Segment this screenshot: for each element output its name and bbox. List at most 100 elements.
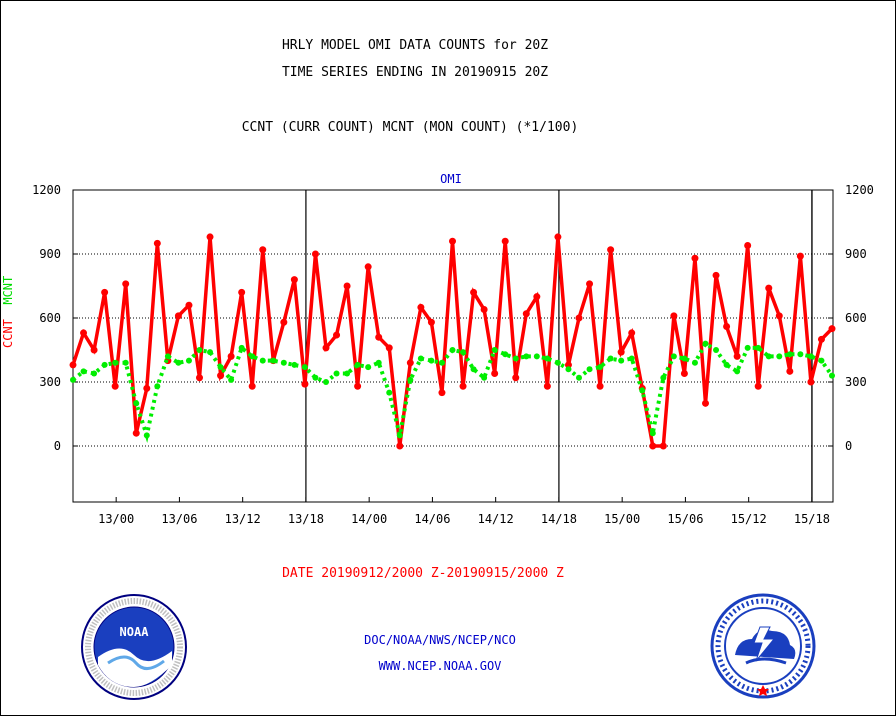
ccnt-data-point	[90, 346, 98, 354]
ccnt-data-point	[807, 378, 815, 386]
mcnt-data-point	[238, 344, 245, 351]
mcnt-data-point	[628, 355, 635, 362]
mcnt-data-point	[249, 353, 256, 360]
ccnt-data-point	[290, 276, 298, 284]
x-tick-label: 13/00	[98, 512, 134, 526]
mcnt-data-point	[143, 432, 150, 439]
ccnt-data-point	[607, 246, 615, 254]
ccnt-data-point	[828, 325, 836, 333]
mcnt-data-point	[554, 359, 561, 366]
ccnt-data-point	[449, 237, 456, 245]
mcnt-data-point	[417, 355, 424, 362]
mcnt-data-point	[449, 347, 456, 353]
x-tick-label: 13/06	[161, 512, 197, 526]
mcnt-data-point	[386, 389, 393, 396]
x-tick-label: 14/12	[478, 512, 514, 526]
mcnt-data-point	[481, 374, 488, 381]
ccnt-data-point	[248, 382, 256, 390]
ccnt-data-point	[459, 382, 467, 390]
ccnt-data-point	[786, 367, 794, 375]
ccnt-data-point	[396, 442, 404, 450]
footer-url[interactable]: WWW.NCEP.NOAA.GOV	[378, 659, 502, 673]
ccnt-data-point	[659, 442, 667, 450]
ccnt-data-point	[712, 271, 720, 279]
y-tick-label-right: 600	[845, 311, 867, 325]
mcnt-data-point	[670, 353, 677, 360]
x-tick-label: 15/06	[667, 512, 703, 526]
ccnt-data-point	[322, 344, 330, 352]
ccnt-data-point	[670, 312, 678, 320]
ccnt-data-point	[586, 280, 594, 288]
mcnt-data-point	[744, 344, 751, 351]
mcnt-data-point	[797, 351, 804, 358]
mcnt-data-point	[312, 374, 319, 381]
x-tick-label: 14/00	[351, 512, 387, 526]
mcnt-data-point	[776, 353, 783, 360]
mcnt-data-point	[491, 347, 498, 353]
ccnt-data-point	[364, 263, 372, 271]
mcnt-data-point	[660, 374, 667, 381]
ccnt-data-point	[111, 382, 119, 390]
mcnt-data-point	[217, 364, 224, 371]
ccnt-data-point	[174, 312, 182, 320]
ccnt-data-point	[512, 374, 520, 382]
mcnt-data-point	[175, 359, 182, 366]
ccnt-data-point	[185, 301, 193, 309]
ccnt-data-point	[438, 389, 446, 397]
series-layer	[69, 233, 836, 450]
mcnt-data-point	[470, 366, 477, 373]
mcnt-data-point	[438, 359, 445, 366]
axis-layer: 0 0 300 300 600 600 900 900 1200 1200 13/00 13/06 13…	[32, 183, 874, 526]
ccnt-data-point	[702, 399, 709, 407]
ccnt-data-point	[311, 250, 319, 258]
ccnt-data-point	[754, 382, 762, 390]
ccnt-data-point	[385, 344, 393, 352]
mcnt-data-point	[639, 387, 646, 394]
mcnt-data-point	[829, 372, 835, 379]
mcnt-series-line	[71, 340, 834, 443]
ccnt-data-point	[796, 252, 804, 260]
mcnt-data-point	[344, 370, 351, 377]
ccnt-data-point	[522, 310, 530, 318]
x-tick-label: 15/18	[794, 512, 830, 526]
ccnt-data-point	[733, 352, 741, 360]
date-range-label: DATE 20190912/2000 Z-20190915/2000 Z	[282, 566, 564, 581]
ccnt-data-point	[723, 323, 731, 331]
mcnt-data-point	[807, 353, 814, 360]
mcnt-data-point	[101, 361, 108, 368]
mcnt-data-point	[196, 347, 203, 353]
mcnt-data-point	[354, 361, 361, 368]
ccnt-data-point	[744, 241, 752, 249]
ccnt-data-point	[122, 280, 130, 288]
mcnt-data-point	[91, 370, 98, 377]
ccnt-data-point	[375, 333, 383, 341]
mcnt-data-point	[734, 368, 741, 375]
y-tick-label-right: 300	[845, 375, 867, 389]
ccnt-data-point	[227, 352, 235, 360]
ccnt-series-line	[71, 236, 834, 448]
ccnt-data-point	[343, 282, 351, 290]
noaa-logo: NOAA	[80, 593, 188, 701]
ccnt-data-point	[817, 335, 825, 343]
ccnt-data-point	[564, 361, 572, 369]
mcnt-data-point	[565, 366, 572, 373]
nws-logo	[708, 593, 818, 699]
mcnt-data-point	[122, 359, 129, 366]
ccnt-data-point	[101, 288, 109, 296]
mcnt-data-point	[80, 368, 87, 375]
ccnt-data-point	[596, 382, 604, 390]
mcnt-data-point	[112, 359, 119, 366]
mcnt-data-point	[755, 344, 762, 351]
ccnt-data-point	[691, 254, 699, 262]
mcnt-data-point	[597, 364, 604, 371]
y-tick-label-left: 600	[39, 311, 61, 325]
ccnt-data-point	[491, 369, 499, 377]
mcnt-data-point	[618, 357, 625, 364]
mcnt-data-point	[280, 359, 287, 366]
ccnt-data-point	[575, 314, 583, 322]
x-tick-label: 15/00	[604, 512, 640, 526]
ccnt-data-point	[501, 237, 509, 245]
mcnt-data-point	[512, 355, 519, 362]
x-tick-label: 13/12	[225, 512, 261, 526]
mcnt-data-point	[228, 376, 235, 383]
